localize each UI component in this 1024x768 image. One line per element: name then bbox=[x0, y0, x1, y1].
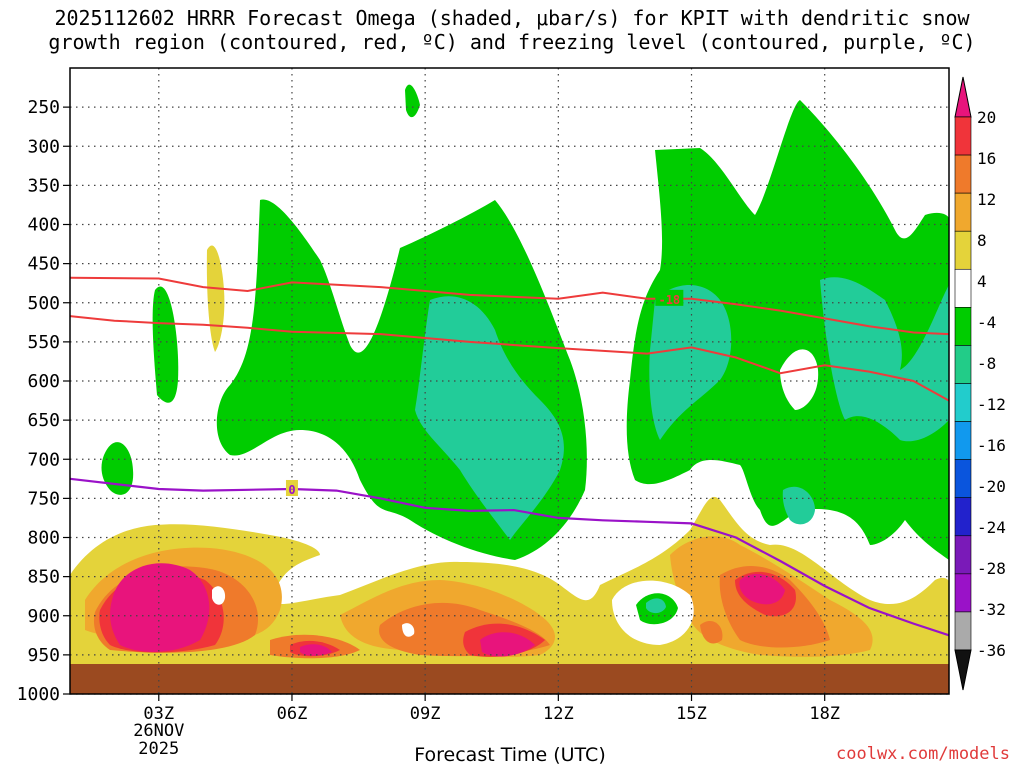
colorbar-segment bbox=[954, 116, 972, 156]
y-axis: 250 300 350 400 450 500 550 600 650 700 750 800 850 9… bbox=[17, 97, 70, 705]
colorbar-segment bbox=[954, 230, 972, 270]
colorbar: 20 16 12 8 4 -4 -8 -12 -16 -20 -24 -28 -32 -36 bbox=[954, 76, 1006, 691]
colorbar-segment bbox=[954, 154, 972, 194]
colorbar-label: -24 bbox=[977, 518, 1006, 537]
colorbar-segment bbox=[954, 383, 972, 422]
colorbar-segment bbox=[954, 535, 972, 575]
colorbar-label: 16 bbox=[977, 149, 996, 168]
colorbar-label: 4 bbox=[977, 272, 987, 291]
y-tick-label: 300 bbox=[27, 136, 60, 157]
y-tick-label: 950 bbox=[27, 645, 60, 666]
y-tick-label: 550 bbox=[27, 332, 60, 353]
colorbar-label: 8 bbox=[977, 231, 987, 250]
ascent-strong bbox=[415, 277, 949, 540]
colorbar-bottom-arrow bbox=[954, 649, 972, 691]
title-line-2: growth region (contoured, red, ºC) and f… bbox=[48, 30, 976, 54]
omega-shading bbox=[70, 84, 949, 665]
colorbar-label: -28 bbox=[977, 559, 1006, 578]
colorbar-label: -8 bbox=[977, 354, 996, 373]
y-tick-label: 650 bbox=[27, 410, 60, 431]
x-date-label: 2025 bbox=[138, 739, 179, 759]
title-line-1: 2025112602 HRRR Forecast Omega (shaded, … bbox=[54, 6, 970, 30]
weak-motion bbox=[780, 349, 819, 410]
colorbar-label: -20 bbox=[977, 477, 1006, 496]
descent-extreme bbox=[110, 563, 785, 657]
y-tick-label: 1000 bbox=[17, 684, 60, 705]
colorbar-segment bbox=[954, 611, 972, 651]
ground-surface bbox=[70, 664, 949, 694]
colorbar-label: 12 bbox=[977, 190, 996, 209]
x-date-label: 26NOV bbox=[133, 721, 184, 741]
colorbar-label: -16 bbox=[977, 436, 1006, 455]
dendritic-contour-18 bbox=[69, 315, 950, 402]
freezing-level-label: 0 bbox=[288, 483, 295, 497]
dendritic-contour-12 bbox=[69, 276, 950, 336]
x-tick-label: 15Z bbox=[676, 704, 707, 724]
colorbar-label: -12 bbox=[977, 395, 1006, 414]
y-tick-label: 250 bbox=[27, 97, 60, 118]
x-axis-title: Forecast Time (UTC) bbox=[414, 744, 606, 766]
colorbar-label: -36 bbox=[977, 641, 1006, 660]
y-tick-label: 400 bbox=[27, 215, 60, 236]
x-tick-label: 06Z bbox=[277, 704, 308, 724]
x-tick-label: 03Z bbox=[143, 704, 174, 724]
colorbar-segment bbox=[954, 421, 972, 460]
colorbar-label: 20 bbox=[977, 108, 996, 127]
colorbar-segment bbox=[954, 192, 972, 232]
grid bbox=[70, 68, 949, 695]
y-tick-label: 500 bbox=[27, 293, 60, 314]
y-tick-label: 700 bbox=[27, 449, 60, 470]
colorbar-top-arrow bbox=[954, 76, 972, 118]
colorbar-label: -4 bbox=[977, 313, 996, 332]
colorbar-segment bbox=[954, 268, 972, 308]
y-tick-label: 750 bbox=[27, 488, 60, 509]
freezing-label-bg bbox=[285, 479, 298, 496]
dendritic-contour-label: -18 bbox=[658, 293, 680, 307]
x-tick-label: 09Z bbox=[410, 704, 441, 724]
x-tick-label: 18Z bbox=[809, 704, 840, 724]
colorbar-segment bbox=[954, 345, 972, 384]
colorbar-segment bbox=[954, 573, 972, 613]
y-tick-label: 350 bbox=[27, 175, 60, 196]
ascent-pocket-core bbox=[646, 598, 666, 614]
contours: -18 0 bbox=[69, 276, 950, 637]
credit-link[interactable]: coolwx.com/models bbox=[836, 744, 1010, 764]
y-tick-label: 800 bbox=[27, 528, 60, 549]
plot-frame bbox=[69, 67, 950, 695]
colorbar-segment bbox=[954, 307, 972, 346]
colorbar-segment bbox=[954, 459, 972, 499]
chart-title: 2025112602 HRRR Forecast Omega (shaded, … bbox=[0, 6, 1024, 54]
y-tick-label: 900 bbox=[27, 606, 60, 627]
colorbar-segment bbox=[954, 497, 972, 537]
x-tick-label: 12Z bbox=[543, 704, 574, 724]
y-tick-label: 450 bbox=[27, 254, 60, 275]
contour-label-bg bbox=[655, 289, 684, 306]
y-tick-label: 850 bbox=[27, 567, 60, 588]
colorbar-label: -32 bbox=[977, 600, 1006, 619]
y-tick-label: 600 bbox=[27, 371, 60, 392]
